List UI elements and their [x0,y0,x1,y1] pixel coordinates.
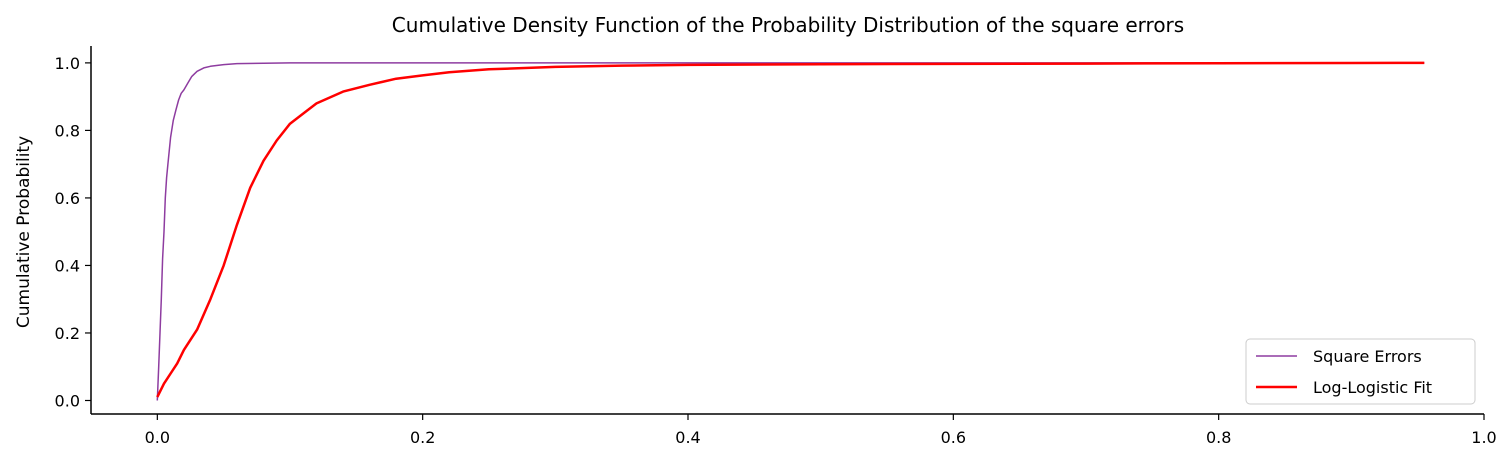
legend-label: Square Errors [1313,347,1422,366]
x-tick-label: 0.6 [941,428,966,447]
series-line-log-logistic-fit [156,61,1425,398]
series-line-square-errors [156,62,1425,401]
y-tick-label: 0.4 [55,256,80,275]
y-axis-label: Cumulative Probability [14,136,34,328]
x-tick-label: 0.8 [1206,428,1231,447]
y-tick-label: 0.2 [55,324,80,343]
x-tick-label: 0.0 [145,428,170,447]
legend: Square Errors Log-Logistic Fit [1245,338,1476,405]
legend-label: Log-Logistic Fit [1313,378,1432,397]
axes: 0.0 0.2 0.4 0.6 0.8 1.0 0.0 0.2 0.4 0.6 0.8 1.0 [55,46,1497,447]
y-tick-label: 0.0 [55,391,80,410]
x-tick-label: 1.0 [1471,428,1496,447]
x-tick-label: 0.4 [675,428,700,447]
y-tick-label: 0.6 [55,189,80,208]
y-tick-label: 0.8 [55,121,80,140]
y-tick-label: 1.0 [55,54,80,73]
legend-box [1245,338,1476,405]
chart-title: Cumulative Density Function of the Proba… [392,13,1184,37]
x-tick-label: 0.2 [410,428,435,447]
series-layer [156,61,1425,401]
